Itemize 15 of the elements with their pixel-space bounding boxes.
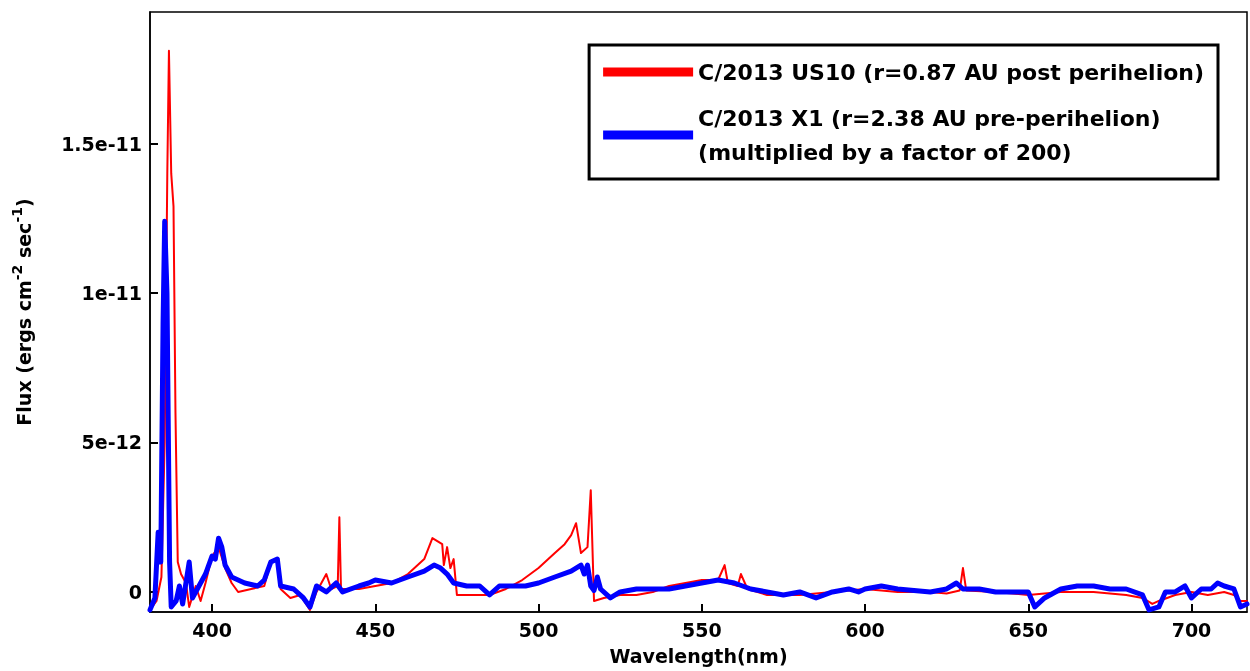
- x-axis-title: Wavelength(nm): [609, 644, 788, 667]
- x-tick-label: 400: [192, 618, 232, 641]
- y-tick-label: 1.5e-11: [61, 132, 142, 155]
- legend-label: C/2013 X1 (r=2.38 AU pre-perihelion) (multiplied by a factor of 200): [698, 105, 1161, 165]
- x-tick-label: 450: [355, 618, 396, 641]
- y-axis-title: Flux (ergs cm-2 sec-1): [9, 198, 35, 426]
- y-tick-label: 0: [128, 580, 142, 603]
- legend-label: C/2013 US10 (r=0.87 AU post perihelion): [698, 59, 1205, 85]
- x-tick-label: 600: [845, 618, 885, 641]
- x-tick-label: 550: [681, 618, 722, 641]
- x-tick-label: 650: [1008, 618, 1049, 641]
- y-tick-label: 1e-11: [81, 282, 142, 305]
- y-tick-label: 5e-12: [81, 431, 142, 454]
- x-tick-label: 500: [518, 618, 559, 641]
- x-tick-label: 700: [1171, 618, 1212, 641]
